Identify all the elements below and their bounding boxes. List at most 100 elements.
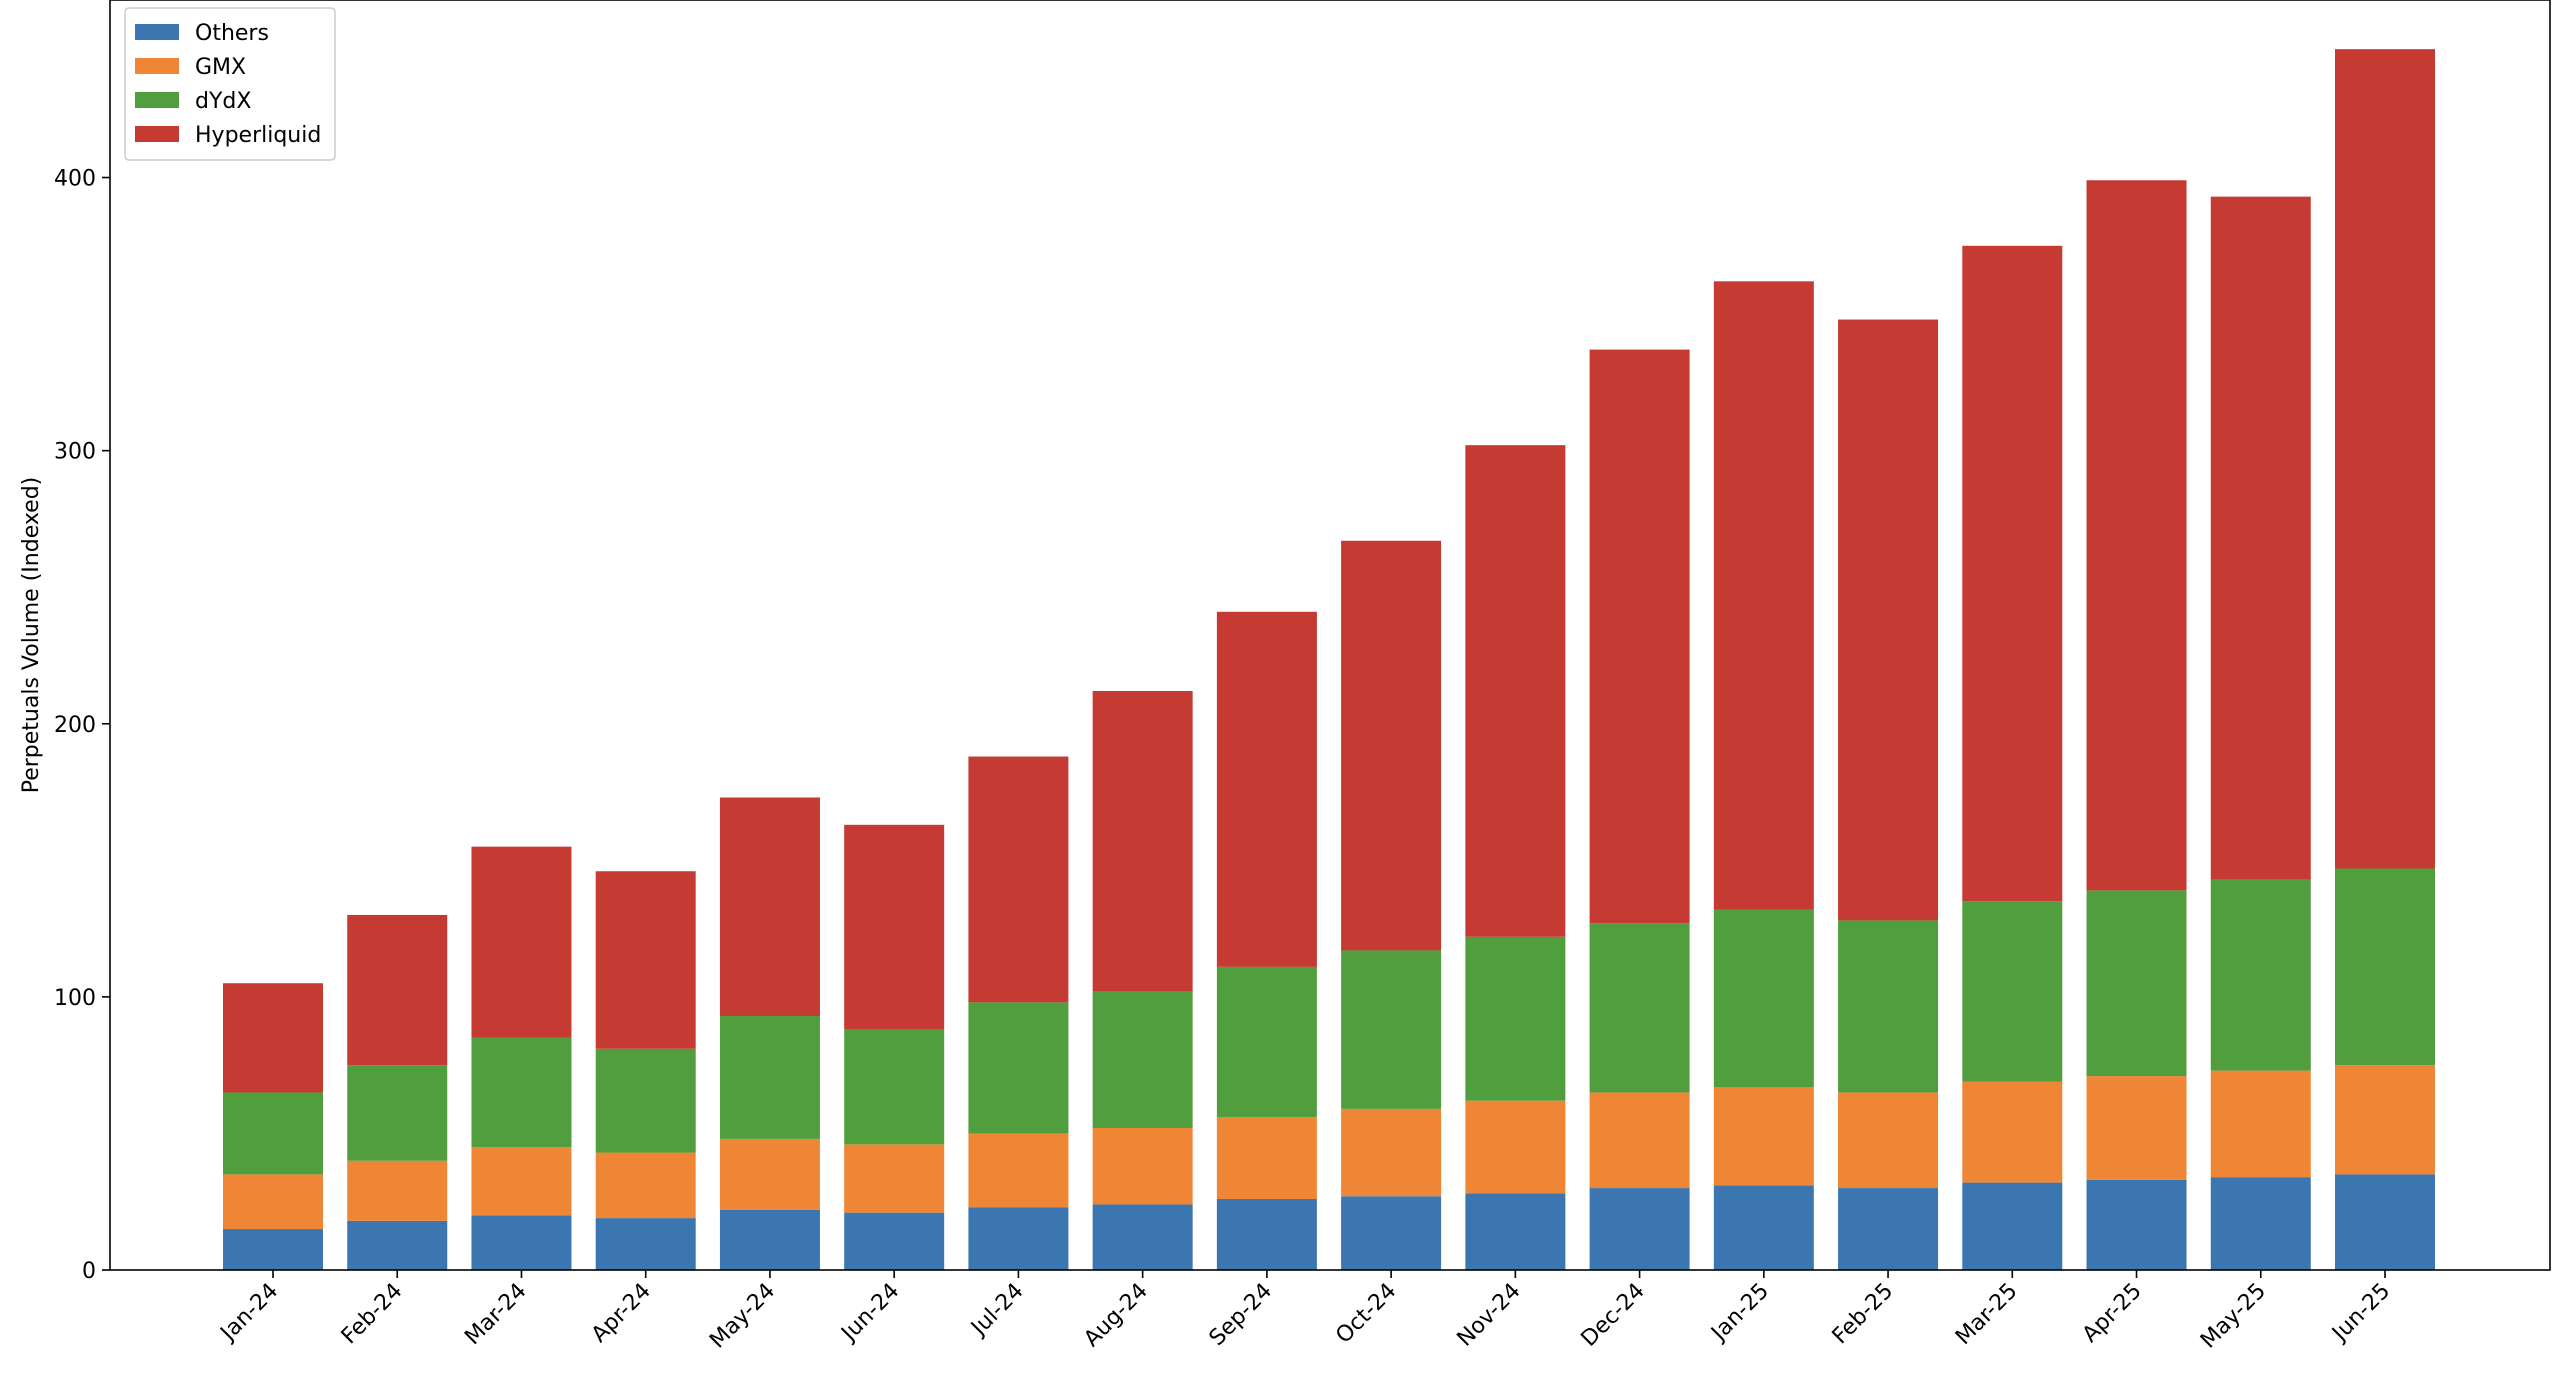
bar-hyperliquid-feb-24 (347, 914, 448, 1066)
x-tick-label: Oct-24 (1331, 1279, 1401, 1349)
bar-dydx-jul-24 (968, 1002, 1069, 1134)
bar-others-mar-25 (1962, 1182, 2063, 1270)
bar-hyperliquid-feb-25 (1838, 319, 1939, 921)
x-tick-label: Apr-25 (2078, 1279, 2147, 1348)
bar-gmx-jan-24 (223, 1174, 323, 1230)
x-tick-label: May-24 (705, 1279, 780, 1354)
bar-gmx-jun-25 (2335, 1065, 2435, 1175)
x-tick-label: May-25 (2196, 1279, 2271, 1354)
legend-box (124, 7, 336, 161)
x-axis: Jan-24 Feb-24 Mar-24 Apr-24 May-24 Jun-24 Jul-… (215, 1270, 2395, 1354)
legend-label-dydx: dYdX (195, 89, 251, 114)
x-tick-label: Dec-24 (1577, 1279, 1650, 1352)
bar-hyperliquid-jun-25 (2335, 49, 2435, 869)
bar-others-apr-25 (2086, 1179, 2187, 1270)
bar-others-jul-24 (968, 1207, 1069, 1270)
bar-gmx-oct-24 (1341, 1108, 1442, 1197)
bar-others-aug-24 (1092, 1204, 1193, 1270)
bar-hyperliquid-may-25 (2210, 196, 2311, 880)
bar-dydx-may-25 (2210, 879, 2311, 1071)
y-tick-label: 0 (82, 1259, 96, 1284)
bar-gmx-jan-25 (1713, 1087, 1814, 1186)
bar-dydx-jan-24 (223, 1092, 323, 1175)
bar-hyperliquid-mar-24 (471, 846, 572, 1038)
x-tick-label: Feb-24 (337, 1279, 408, 1350)
bar-others-jun-24 (844, 1212, 945, 1270)
bar-others-nov-24 (1465, 1193, 1566, 1270)
y-axis-title: Perpetuals Volume (Indexed) (19, 477, 44, 794)
y-tick-label: 100 (54, 986, 96, 1011)
bar-others-sep-24 (1216, 1198, 1317, 1270)
bar-dydx-dec-24 (1589, 923, 1690, 1093)
bar-hyperliquid-mar-25 (1962, 245, 2063, 902)
bar-others-jun-25 (2335, 1174, 2435, 1270)
bar-dydx-oct-24 (1341, 950, 1442, 1109)
bar-gmx-may-25 (2210, 1070, 2311, 1178)
legend-label-others: Others (195, 21, 269, 46)
bar-gmx-jul-24 (968, 1133, 1069, 1208)
y-tick-label: 200 (54, 713, 96, 738)
y-tick-label: 300 (54, 440, 96, 465)
bar-gmx-sep-24 (1216, 1117, 1317, 1199)
bar-hyperliquid-oct-24 (1341, 540, 1442, 951)
x-tick-label: Jan-24 (215, 1279, 283, 1347)
bar-hyperliquid-jul-24 (968, 756, 1069, 1003)
legend-swatch-dydx (135, 92, 179, 108)
x-tick-label: Feb-25 (1828, 1279, 1899, 1350)
bar-dydx-apr-25 (2086, 890, 2187, 1077)
bar-gmx-feb-24 (347, 1160, 448, 1221)
bar-others-may-25 (2210, 1177, 2311, 1270)
bar-dydx-jan-25 (1713, 909, 1814, 1088)
x-tick-label: Aug-24 (1079, 1279, 1152, 1352)
bar-hyperliquid-jun-24 (844, 824, 945, 1030)
x-tick-label: Nov-24 (1453, 1279, 1526, 1352)
bar-others-jan-24 (223, 1229, 323, 1270)
legend-label-gmx: GMX (195, 55, 246, 80)
bar-dydx-apr-24 (595, 1048, 696, 1153)
x-tick-label: Jan-25 (1706, 1279, 1774, 1347)
bar-others-oct-24 (1341, 1196, 1442, 1270)
x-tick-label: Apr-24 (587, 1279, 656, 1348)
x-tick-label: Jun-24 (836, 1279, 905, 1348)
legend-swatch-others (135, 24, 179, 40)
bar-dydx-aug-24 (1092, 991, 1193, 1128)
bar-hyperliquid-apr-24 (595, 871, 696, 1049)
bar-gmx-mar-24 (471, 1147, 572, 1216)
bar-others-jan-25 (1713, 1185, 1814, 1270)
bar-gmx-jun-24 (844, 1144, 945, 1213)
legend-swatch-hyperliquid (135, 126, 179, 142)
bar-gmx-mar-25 (1962, 1081, 2063, 1183)
bars-group (223, 49, 2435, 1270)
bar-gmx-feb-25 (1838, 1092, 1939, 1189)
bar-gmx-aug-24 (1092, 1127, 1193, 1205)
y-axis: 0 100 200 300 400 (54, 167, 110, 1284)
bar-gmx-nov-24 (1465, 1100, 1566, 1194)
x-tick-label: Mar-24 (460, 1279, 531, 1350)
bar-hyperliquid-sep-24 (1216, 611, 1317, 967)
bar-hyperliquid-may-24 (719, 797, 820, 1016)
bar-others-apr-24 (595, 1218, 696, 1270)
bar-others-dec-24 (1589, 1188, 1690, 1270)
bar-hyperliquid-apr-25 (2086, 180, 2187, 891)
bar-gmx-apr-25 (2086, 1076, 2187, 1180)
y-tick-label: 400 (54, 167, 96, 192)
bar-others-feb-24 (347, 1220, 448, 1270)
bar-others-mar-24 (471, 1215, 572, 1270)
legend-swatch-gmx (135, 58, 179, 74)
bar-dydx-feb-25 (1838, 920, 1939, 1093)
bar-dydx-may-24 (719, 1016, 820, 1139)
bar-gmx-apr-24 (595, 1152, 696, 1219)
bar-hyperliquid-jan-24 (223, 983, 323, 1093)
legend-label-hyperliquid: Hyperliquid (195, 123, 321, 148)
bar-others-may-24 (719, 1209, 820, 1270)
x-tick-label: Jun-25 (2326, 1279, 2395, 1348)
bar-hyperliquid-jan-25 (1713, 281, 1814, 910)
plot-frame (109, 0, 2551, 1271)
legend: Others GMX dYdX Hyperliquid (124, 7, 336, 161)
bar-dydx-feb-24 (347, 1065, 448, 1161)
x-tick-label: Sep-24 (1205, 1279, 1277, 1351)
bar-dydx-jun-24 (844, 1029, 945, 1145)
x-tick-label: Jul-24 (965, 1279, 1028, 1342)
bar-dydx-nov-24 (1465, 936, 1566, 1101)
